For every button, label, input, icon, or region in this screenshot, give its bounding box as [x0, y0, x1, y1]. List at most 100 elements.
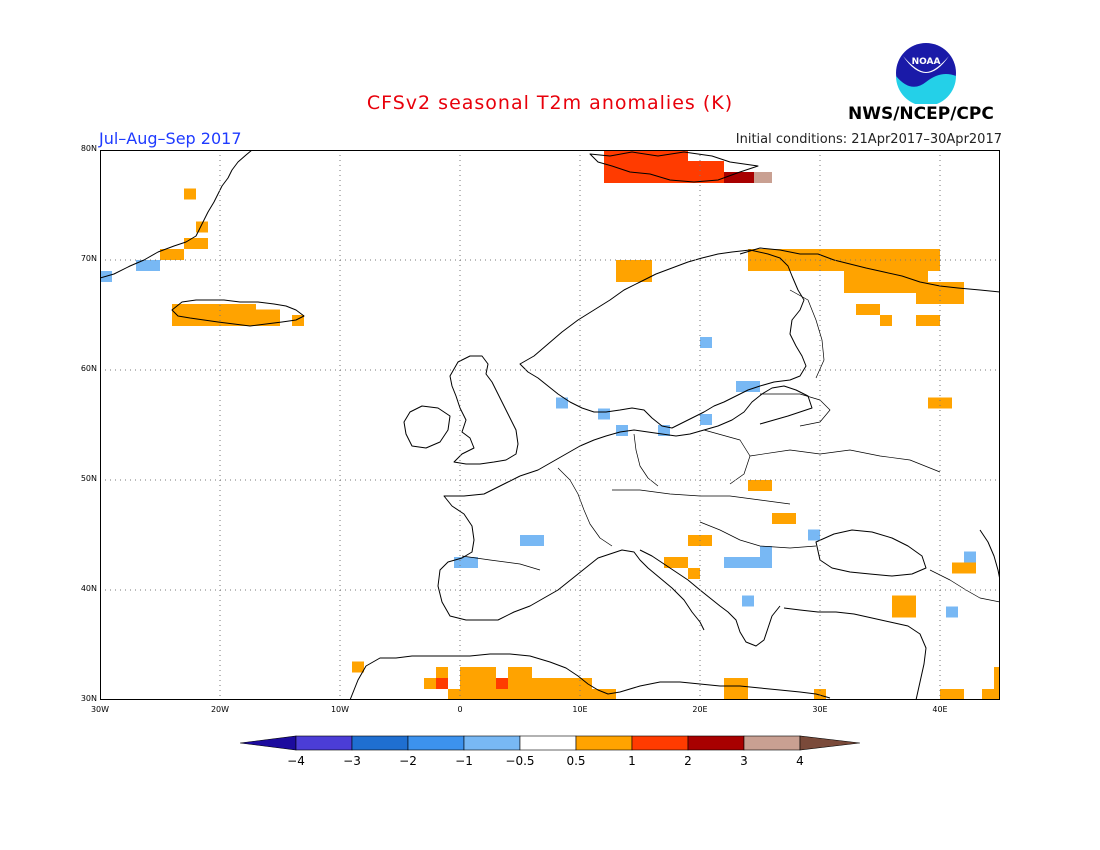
anomaly-cell — [436, 678, 448, 689]
colorbar-label: −0.5 — [505, 754, 534, 768]
anomaly-cell — [994, 667, 1000, 689]
initial-conditions: Initial conditions: 21Apr2017–30Apr2017 — [735, 132, 1002, 147]
colorbar-label: −3 — [343, 754, 361, 768]
latitude-tick-label: 50N — [80, 474, 97, 483]
latitude-tick-label: 40N — [80, 584, 97, 593]
coastline-great-britain — [449, 355, 519, 465]
coastline-svalbard — [589, 151, 759, 183]
anomaly-cell — [952, 562, 976, 574]
latitude-tick-label: 70N — [80, 254, 97, 263]
anomaly-cell — [454, 557, 478, 568]
anomaly-cell — [496, 678, 508, 689]
coastline-kola — [739, 247, 1000, 293]
colorbar-label: −4 — [287, 754, 305, 768]
latitude-tick-label: 60N — [80, 364, 97, 373]
anomaly-cell — [982, 689, 1000, 700]
longitude-tick-label: 30E — [812, 705, 828, 714]
anomaly-cell — [748, 249, 940, 271]
coastline-western-europe — [437, 475, 705, 631]
anomaly-cell — [760, 546, 772, 557]
coastline-north-africa — [349, 653, 831, 700]
anomaly-cell — [664, 557, 688, 568]
colorbar-label: 4 — [796, 754, 804, 768]
coastlines — [100, 150, 1000, 700]
colorbar-swatch — [519, 735, 577, 751]
colorbar-swatch — [407, 735, 465, 751]
colorbar-swatch — [575, 735, 633, 751]
colorbar-label: 2 — [684, 754, 692, 768]
anomaly-cell — [916, 315, 940, 326]
anomaly-cell — [556, 397, 568, 409]
border-balkans — [699, 521, 817, 549]
coastline-turkey — [783, 607, 927, 700]
anomaly-cell — [460, 667, 496, 689]
anomaly-cell — [724, 678, 748, 700]
border-germany-poland — [633, 433, 659, 487]
colorbar-swatch — [463, 735, 521, 751]
colorbar-swatch — [687, 735, 745, 751]
anomaly-cell — [616, 260, 652, 282]
anomaly-cell — [700, 414, 712, 425]
organization-label: NWS/NCEP/CPC — [848, 104, 994, 124]
anomaly-cell — [136, 260, 160, 271]
longitude-tick-label: 20E — [692, 705, 708, 714]
noaa-logo-bird — [903, 56, 949, 73]
anomaly-cell — [592, 689, 616, 700]
coastline-black-sea — [815, 529, 927, 577]
border-ukraine — [749, 449, 941, 473]
colorbar-swatch — [743, 735, 801, 751]
anomaly-cell — [532, 678, 592, 700]
anomaly-cell — [172, 304, 196, 326]
colorbar-swatch — [295, 735, 353, 751]
chart-title: CFSv2 seasonal T2m anomalies (K) — [366, 92, 734, 114]
colorbar-label: 1 — [628, 754, 636, 768]
anomaly-cell — [736, 381, 760, 392]
anomaly-cell — [724, 557, 772, 568]
map-gridlines — [100, 150, 1000, 700]
anomaly-cell — [448, 689, 592, 700]
latitude-tick-label: 30N — [80, 694, 97, 703]
colorbar-label: 0.5 — [566, 754, 585, 768]
anomaly-cell — [700, 337, 712, 348]
colorbar-label: −2 — [399, 754, 417, 768]
noaa-logo-text: NOAA — [912, 57, 941, 67]
anomaly-cell — [844, 271, 928, 293]
anomaly-cell — [892, 595, 916, 618]
colorbar-arrow-high — [799, 735, 860, 751]
coastline-adriatic-greece — [639, 549, 781, 647]
colorbar-swatches — [240, 735, 860, 751]
anomaly-cell — [436, 667, 448, 678]
anomaly-cell — [742, 595, 754, 607]
coastline-caspian — [979, 529, 1000, 581]
anomaly-cell — [754, 172, 772, 183]
anomaly-cell — [688, 568, 700, 579]
anomaly-cell — [520, 535, 544, 546]
anomaly-cell — [928, 397, 952, 409]
anomaly-cell — [772, 513, 796, 524]
noaa-logo: NOAA — [896, 43, 956, 104]
coastline-greenland — [100, 150, 253, 279]
anomaly-cell — [616, 425, 628, 436]
longitude-tick-label: 10W — [330, 705, 350, 714]
anomaly-cell — [160, 249, 184, 260]
anomaly-cell — [184, 238, 208, 249]
anomaly-cell — [814, 689, 826, 700]
colorbar-labels: −4 −3 −2 −1 −0.5 0.5 1 2 3 4 — [287, 754, 804, 768]
noaa-logo-wave — [896, 74, 956, 104]
coastline-continent-north — [519, 385, 813, 477]
anomaly-cell — [508, 667, 532, 689]
longitude-tick-label: 0 — [457, 705, 463, 714]
anomaly-cell — [688, 161, 724, 183]
longitude-tick-label: 10E — [572, 705, 588, 714]
anomaly-cell — [808, 529, 820, 541]
colorbar-swatch — [351, 735, 409, 751]
longitude-tick-label: 20W — [210, 705, 230, 714]
colorbar-label: 3 — [740, 754, 748, 768]
anomaly-cell — [880, 315, 892, 326]
coastline-ireland — [403, 405, 451, 449]
anomaly-cell — [748, 480, 772, 491]
anomaly-map — [100, 150, 1000, 700]
anomaly-cell — [598, 408, 610, 420]
colorbar: −4 −3 −2 −1 −0.5 0.5 1 2 3 4 — [240, 735, 860, 768]
longitude-tick-label: 30W — [90, 705, 110, 714]
